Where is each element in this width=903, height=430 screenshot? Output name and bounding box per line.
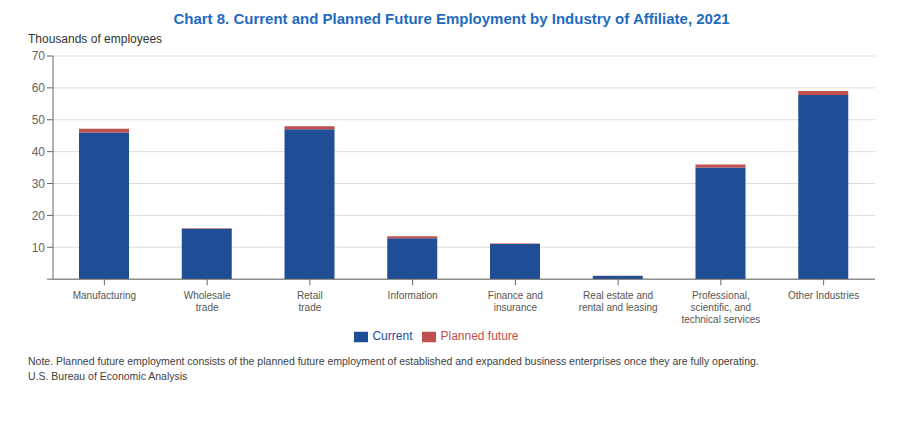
svg-text:Information: Information bbox=[388, 290, 438, 301]
html-text:Current: Current bbox=[372, 329, 413, 344]
svg-text:Professional,scientific, andte: Professional,scientific, andtechnical se… bbox=[681, 290, 760, 325]
html-text:Thousands of employees: Thousands of employees bbox=[28, 32, 163, 46]
svg-text:20: 20 bbox=[32, 209, 46, 223]
html-text:Planned future: Planned future bbox=[440, 329, 519, 344]
svg-text:Finance andinsurance: Finance andinsurance bbox=[488, 290, 543, 313]
svg-text:Real estate andrental and leas: Real estate andrental and leasing bbox=[579, 290, 658, 313]
svg-text:70: 70 bbox=[32, 49, 46, 63]
svg-text:10: 10 bbox=[32, 241, 46, 255]
svg-text:30: 30 bbox=[32, 177, 46, 191]
svg-text:Manufacturing: Manufacturing bbox=[73, 290, 136, 301]
svg-text:50: 50 bbox=[32, 113, 46, 127]
svg-text:60: 60 bbox=[32, 81, 46, 95]
svg-text:Other Industries: Other Industries bbox=[788, 290, 859, 301]
html-text:U.S. Bureau of Economic Analys: U.S. Bureau of Economic Analysis bbox=[28, 370, 188, 382]
html-text:Note. Planned future employmen: Note. Planned future employment consists… bbox=[28, 355, 759, 367]
svg-text:Retailtrade: Retailtrade bbox=[297, 290, 323, 313]
svg-text:Wholesaletrade: Wholesaletrade bbox=[184, 290, 231, 313]
svg-text:40: 40 bbox=[32, 145, 46, 159]
html-text:Chart 8. Current and Planned F: Chart 8. Current and Planned Future Empl… bbox=[173, 10, 730, 27]
